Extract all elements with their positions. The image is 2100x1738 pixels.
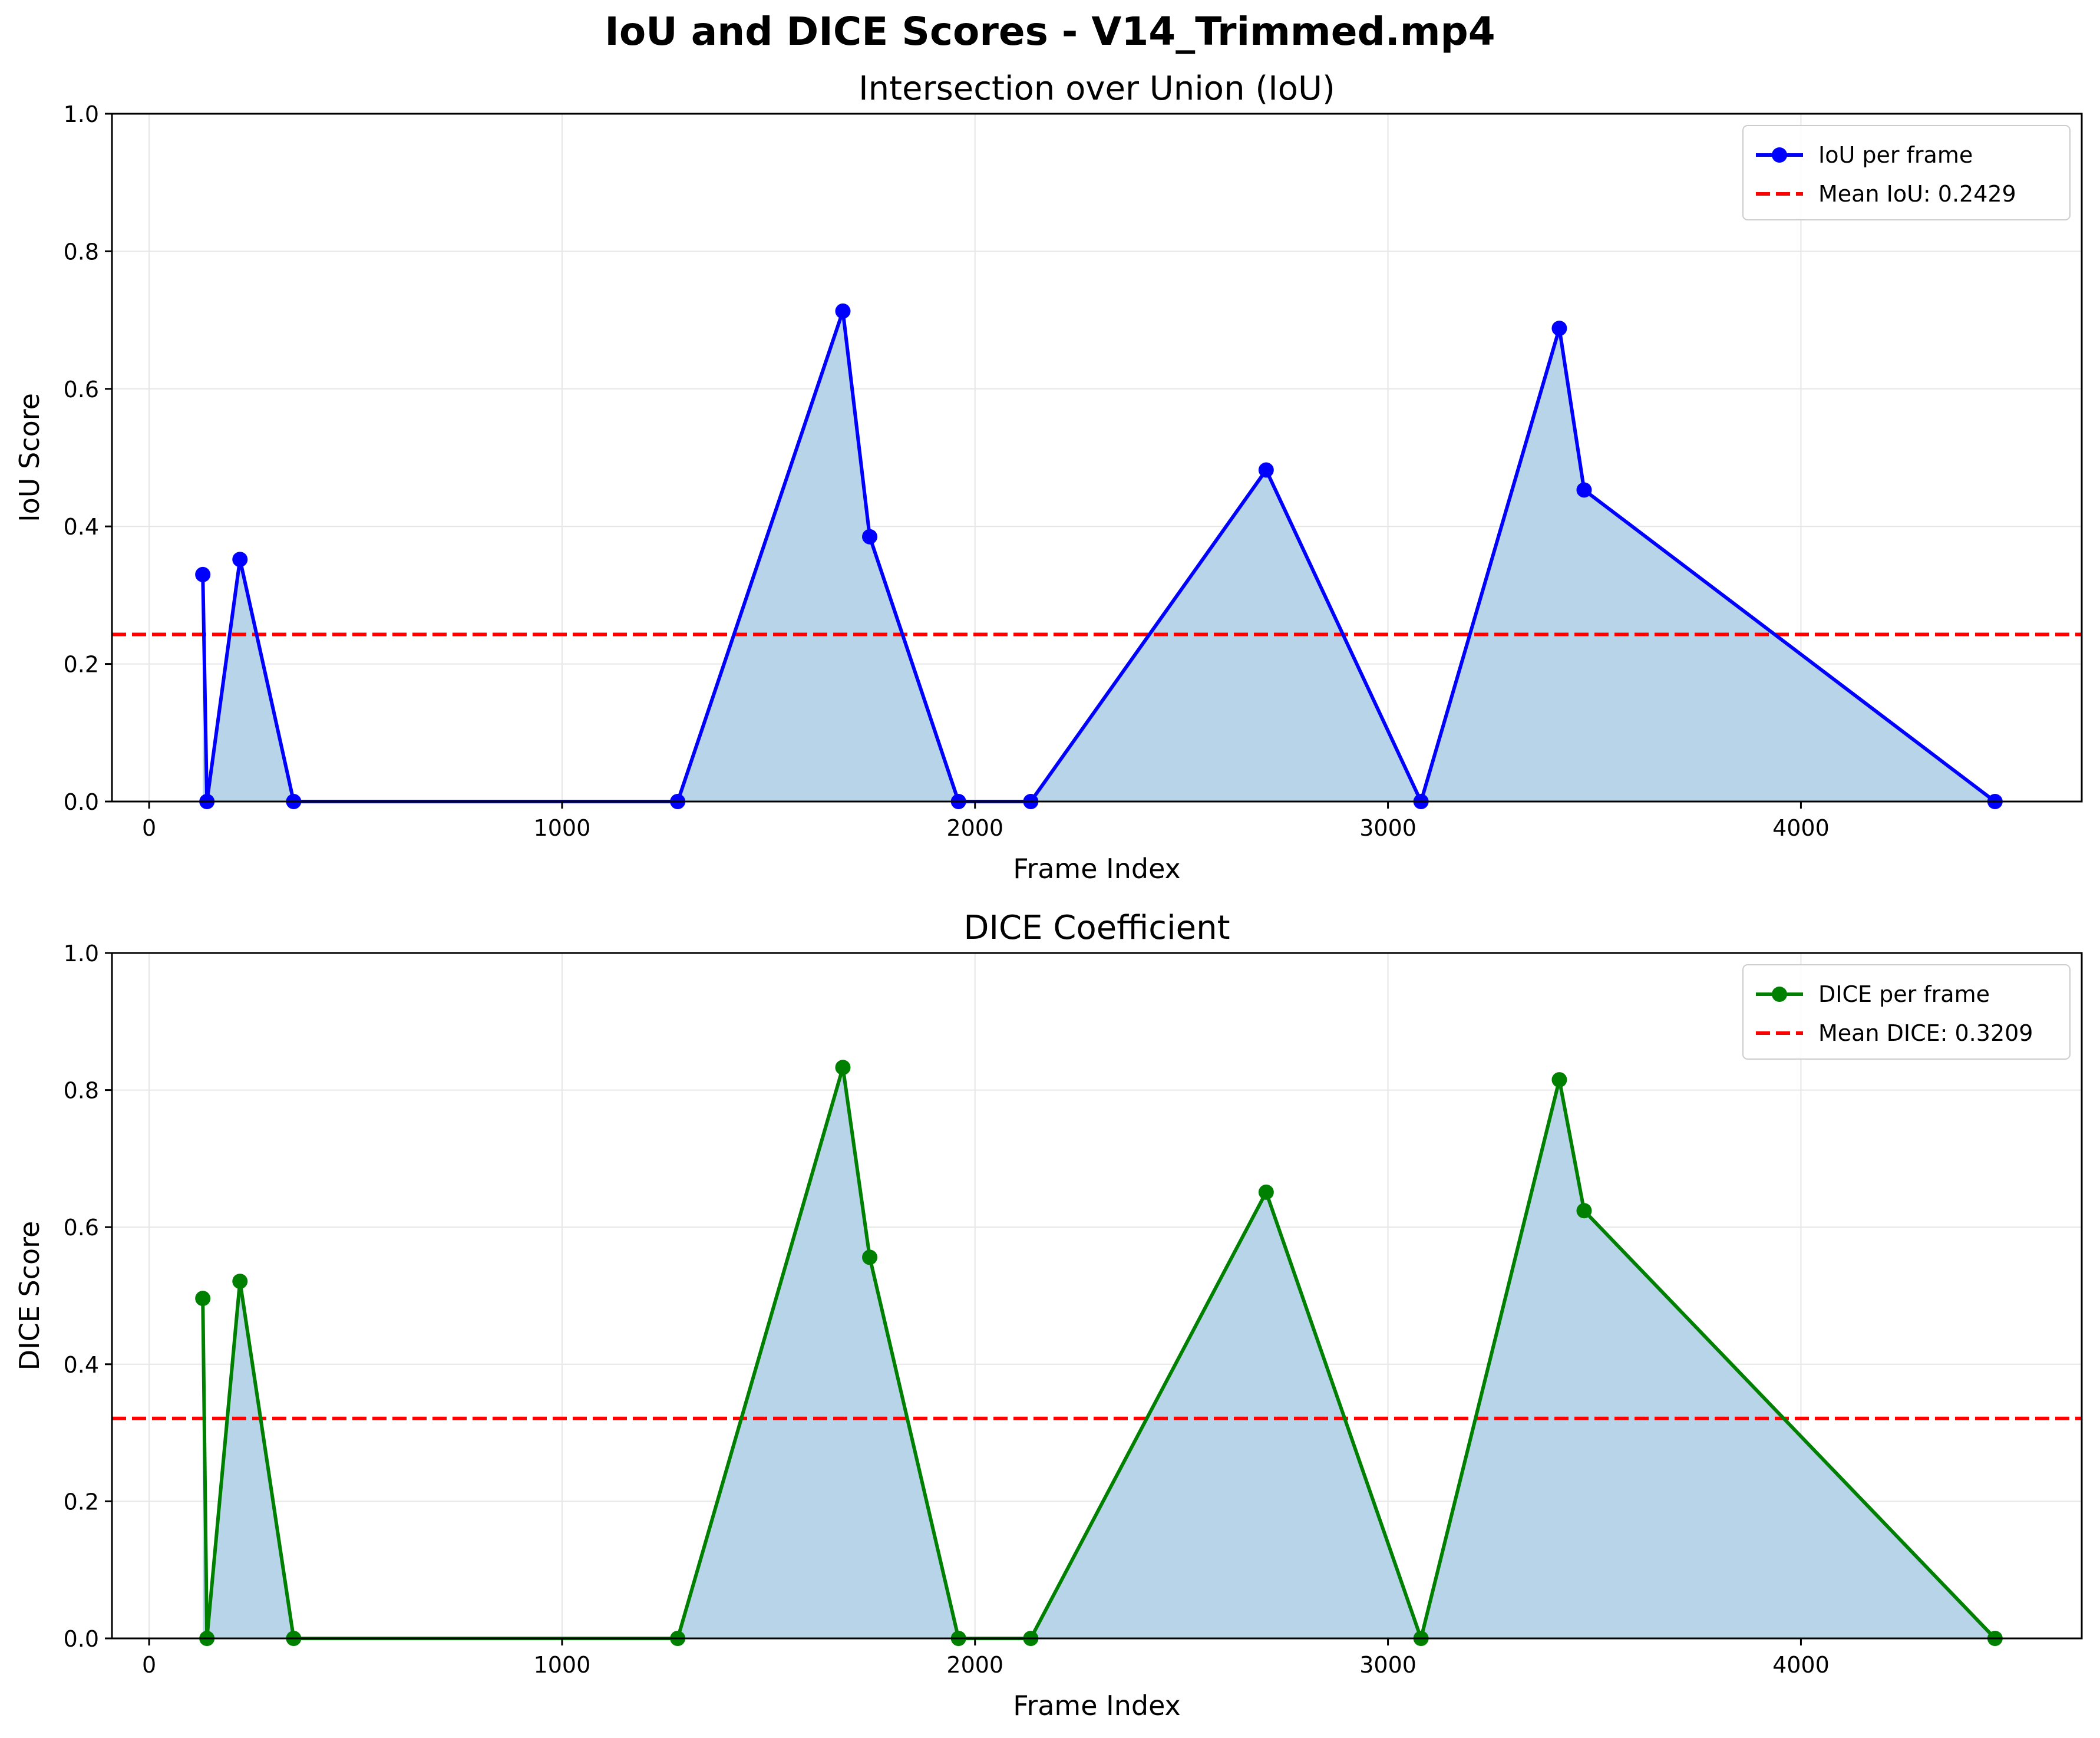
legend-label-mean: Mean IoU: 0.2429 <box>1818 181 2016 207</box>
x-tick-label: 1000 <box>534 815 591 841</box>
data-point <box>835 1060 851 1076</box>
y-tick-label: 0.4 <box>64 514 99 540</box>
y-tick-label: 0.0 <box>64 1626 99 1652</box>
x-tick-label: 2000 <box>946 1652 1003 1678</box>
x-tick-label: 1000 <box>534 1652 591 1678</box>
x-tick-label: 4000 <box>1772 815 1830 841</box>
x-tick-label: 0 <box>142 815 156 841</box>
data-point <box>862 529 878 545</box>
plot-frame <box>111 113 2083 803</box>
subplot-title: Intersection over Union (IoU) <box>859 70 1335 108</box>
figure-title: IoU and DICE Scores - V14_Trimmed.mp4 <box>605 9 1495 54</box>
iou-subplot: 0 1000 2000 3000 4000 0.0 0.2 0.4 0.6 0.8 1.0 Inter… <box>14 70 2083 885</box>
x-axis-label: Frame Index <box>1013 853 1181 885</box>
data-point <box>1551 1072 1567 1088</box>
series-line <box>201 309 1996 803</box>
legend: DICE per frame Mean DICE: 0.3209 <box>1742 964 2071 1060</box>
y-tick-label: 1.0 <box>64 101 99 127</box>
data-point <box>1551 321 1567 337</box>
legend-label-series: IoU per frame <box>1818 142 1973 168</box>
y-tick-label: 0.4 <box>64 1352 99 1378</box>
dice-subplot: 0 1000 2000 3000 4000 0.0 0.2 0.4 0.6 0.8 1.0 DICE … <box>14 909 2083 1721</box>
data-point <box>1576 482 1592 498</box>
legend: IoU per frame Mean IoU: 0.2429 <box>1742 125 2071 220</box>
legend-marker <box>1772 147 1787 163</box>
legend-label-mean: Mean DICE: 0.3209 <box>1818 1020 2033 1046</box>
x-tick-label: 2000 <box>946 815 1003 841</box>
subplot-title: DICE Coefficient <box>963 909 1230 947</box>
series-fill <box>203 1067 1995 1638</box>
y-tick-label: 1.0 <box>64 941 99 967</box>
data-point <box>1258 462 1274 478</box>
data-point <box>1258 1184 1274 1200</box>
y-axis-label: IoU Score <box>14 393 45 522</box>
data-point <box>195 1291 211 1307</box>
data-point <box>195 566 211 582</box>
y-axis-label: DICE Score <box>14 1221 45 1371</box>
legend-label-series: DICE per frame <box>1818 981 1990 1007</box>
x-tick-label: 3000 <box>1359 1652 1416 1678</box>
y-tick-label: 0.6 <box>64 1215 99 1241</box>
legend-box <box>1742 964 2071 1060</box>
y-tick-label: 0.2 <box>64 652 99 678</box>
y-tick-label: 0.6 <box>64 377 99 403</box>
series-fill <box>203 311 1995 802</box>
data-point <box>232 552 248 568</box>
x-axis-label: Frame Index <box>1013 1690 1181 1721</box>
x-tick-label: 4000 <box>1772 1652 1830 1678</box>
legend-marker <box>1772 987 1787 1002</box>
plot-frame <box>111 952 2083 1640</box>
y-tick-label: 0.8 <box>64 239 99 265</box>
x-tick-label: 0 <box>142 1652 156 1678</box>
y-tick-label: 0.8 <box>64 1078 99 1104</box>
data-point <box>1576 1203 1592 1219</box>
data-point <box>232 1274 248 1290</box>
x-tick-label: 3000 <box>1359 815 1416 841</box>
series-line <box>201 1066 1996 1640</box>
data-point <box>835 303 851 319</box>
data-point <box>862 1249 878 1265</box>
y-tick-label: 0.0 <box>64 789 99 815</box>
y-tick-label: 0.2 <box>64 1489 99 1515</box>
legend-box <box>1742 125 2071 220</box>
